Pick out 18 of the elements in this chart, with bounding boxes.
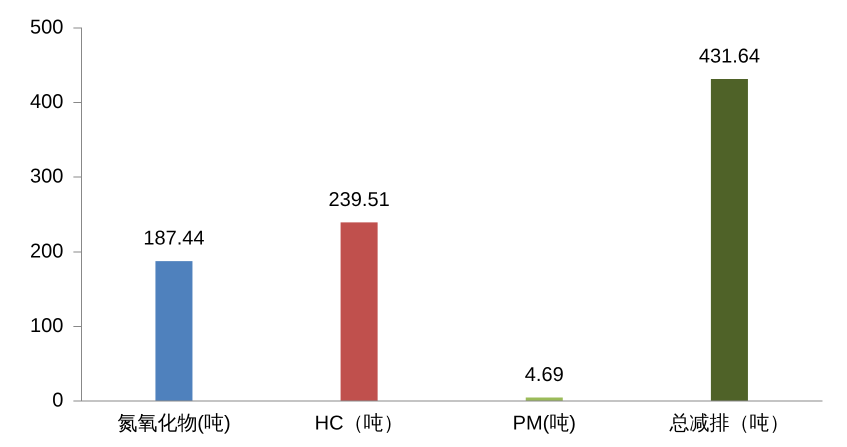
- data-label: 431.64: [698, 46, 760, 68]
- y-tick-label: 300: [30, 166, 64, 188]
- x-tick-label: 氮氧化物(吨): [117, 412, 231, 435]
- data-label: 187.44: [143, 228, 205, 250]
- x-tick-label: HC（吨）: [314, 412, 404, 435]
- bar: [340, 222, 378, 400]
- y-tick-label: 400: [30, 91, 64, 114]
- y-tick-label: 200: [30, 240, 64, 262]
- data-label: 4.69: [524, 364, 564, 386]
- x-tick-label: PM(吨): [512, 412, 576, 435]
- bar: [155, 261, 192, 400]
- x-tick-label: 总减排（吨）: [668, 412, 790, 435]
- bar: [710, 78, 748, 400]
- y-tick-label: 500: [30, 16, 64, 39]
- bar: [526, 398, 563, 400]
- y-tick-label: 100: [30, 314, 64, 337]
- data-label: 239.51: [328, 188, 390, 211]
- y-tick-label: 0: [52, 390, 64, 412]
